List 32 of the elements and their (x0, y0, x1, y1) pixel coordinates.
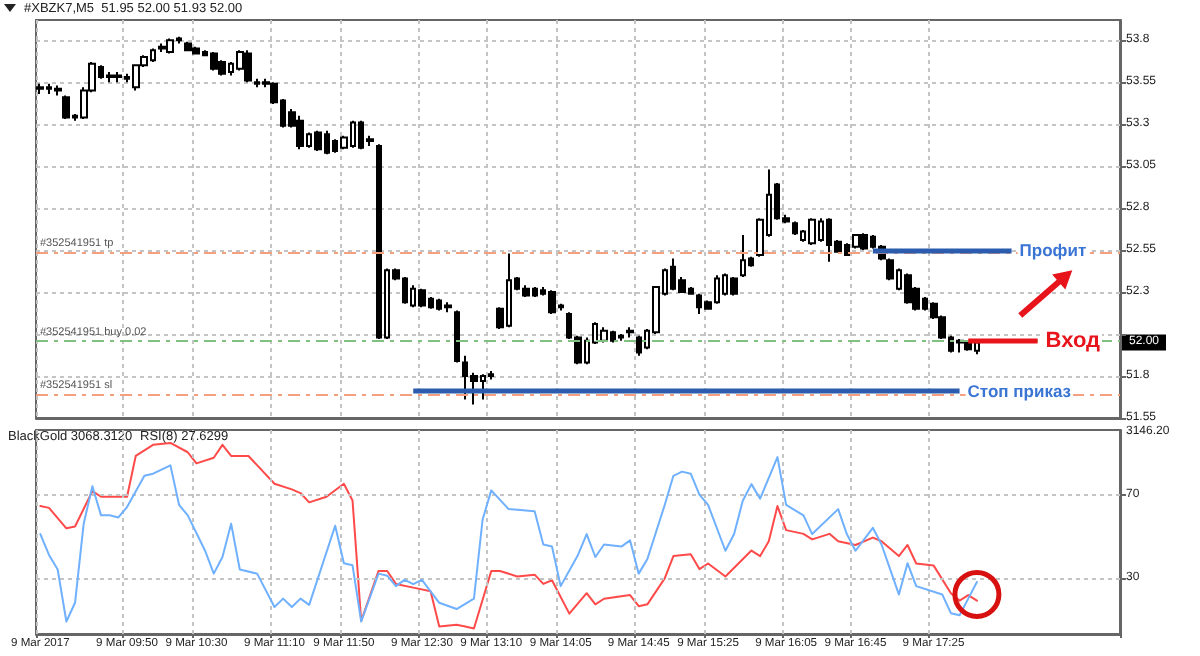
candlestick (852, 233, 860, 250)
candlestick (36, 82, 44, 95)
candlestick (114, 71, 122, 84)
candlestick (636, 334, 642, 357)
candlestick (184, 40, 192, 52)
candlestick (376, 143, 382, 341)
candlestick (296, 114, 304, 151)
candlestick (192, 45, 200, 55)
candlestick (314, 129, 322, 152)
candlestick (522, 284, 530, 299)
candlestick (418, 287, 426, 309)
candlestick (904, 272, 912, 305)
candlestick (626, 326, 634, 339)
candlestick (860, 232, 868, 252)
annotation: Вход (1045, 328, 1101, 353)
candlestick (956, 338, 964, 354)
candlestick (618, 333, 624, 342)
candlestick (244, 49, 252, 84)
candlestick (62, 94, 70, 121)
candlestick (444, 301, 452, 314)
candlestick (218, 59, 226, 77)
candlestick (548, 289, 556, 315)
candlestick (54, 84, 62, 97)
candlestick (454, 309, 460, 364)
candlestick (740, 233, 746, 278)
candlestick (808, 217, 816, 247)
candlestick (106, 71, 114, 84)
candlestick (210, 50, 218, 72)
candlestick (730, 275, 738, 297)
annotation: Стоп приказ (967, 381, 1072, 402)
annotation: Профит (1019, 240, 1087, 261)
candlestick (166, 37, 174, 55)
